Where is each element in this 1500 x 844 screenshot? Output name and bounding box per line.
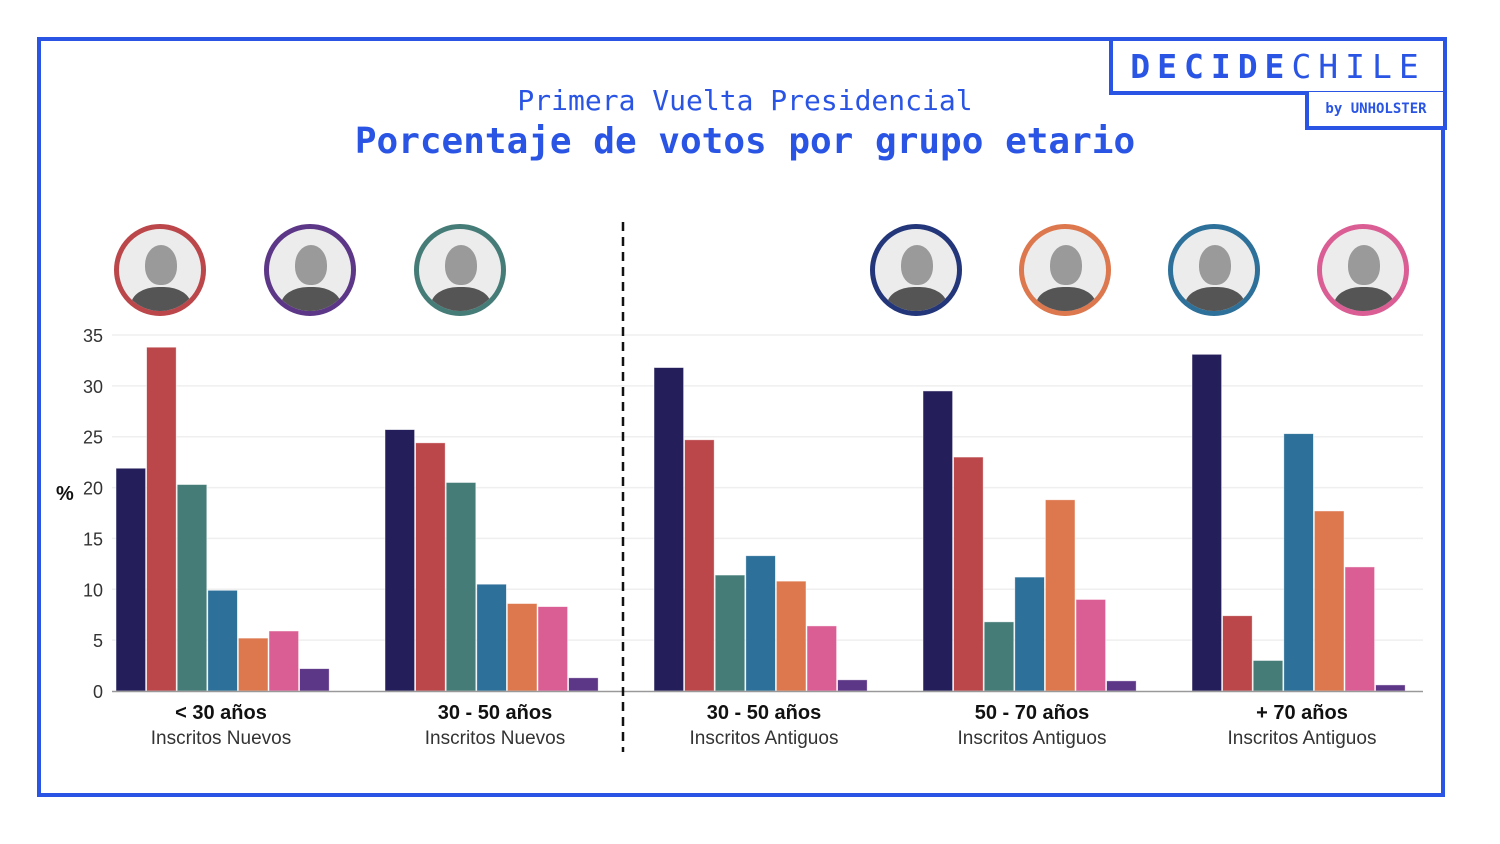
decidechile-logo: DECIDE CHILE [1109, 37, 1447, 95]
bar-pink [537, 606, 569, 692]
bar-pink [1344, 566, 1376, 692]
x-tick-sublabel: Inscritos Antiguos [689, 728, 839, 749]
bar-red [146, 346, 177, 692]
candidate-portrait [1168, 224, 1260, 316]
x-tick-label: < 30 años [175, 702, 267, 724]
bar-teal [176, 484, 208, 692]
bar-red [684, 439, 715, 692]
y-tick-label: 25 [83, 428, 103, 448]
bar-teal [983, 621, 1015, 692]
chart-subtitle: Primera Vuelta Presidencial [517, 84, 973, 117]
bar-red [415, 442, 446, 692]
bar-navy [653, 367, 685, 692]
bar-blue [745, 555, 776, 692]
bar-orange [506, 603, 538, 692]
bar-purple [299, 668, 330, 692]
bar-pink [806, 625, 838, 692]
chart-frame [37, 37, 1445, 797]
y-tick-label: 30 [83, 377, 103, 397]
y-tick-label: 20 [83, 479, 103, 499]
candidate-portrait [870, 224, 962, 316]
x-tick-label: 30 - 50 años [706, 702, 822, 724]
bar-blue [207, 589, 238, 692]
candidate-portrait [414, 224, 506, 316]
bar-purple [1375, 684, 1406, 692]
x-tick-sublabel: Inscritos Antiguos [957, 728, 1107, 749]
bar-navy [115, 467, 147, 692]
candidate-portrait [1317, 224, 1409, 316]
x-tick-sublabel: Inscritos Nuevos [150, 728, 292, 749]
bar-teal [714, 574, 746, 692]
bar-pink [268, 630, 300, 692]
y-tick-label: 0 [93, 682, 103, 702]
y-tick-label: 35 [83, 326, 103, 346]
bar-orange [237, 637, 269, 692]
bar-teal [1252, 660, 1284, 692]
bar-blue [1283, 433, 1314, 692]
candidate-portrait [264, 224, 356, 316]
chart-title: Porcentaje de votos por grupo etario [354, 121, 1136, 162]
bar-purple [1106, 680, 1137, 692]
candidate-portrait [114, 224, 206, 316]
y-axis-label: % [56, 483, 74, 505]
logo-sub: by UNHOLSTER [1305, 92, 1447, 130]
candidate-portrait [1019, 224, 1111, 316]
y-tick-label: 15 [83, 529, 103, 549]
bar-teal [445, 482, 477, 692]
bar-navy [1191, 353, 1223, 692]
x-tick-label: + 70 años [1256, 702, 1348, 724]
bar-pink [1075, 599, 1107, 692]
bar-blue [476, 583, 507, 692]
bar-orange [1314, 510, 1345, 692]
bar-orange [1045, 499, 1076, 692]
logo-light: CHILE [1291, 46, 1426, 86]
bar-blue [1014, 576, 1045, 692]
bar-navy [922, 390, 954, 692]
bar-purple [568, 677, 599, 692]
x-tick-label: 50 - 70 años [974, 702, 1090, 724]
bar-red [953, 456, 984, 692]
x-tick-sublabel: Inscritos Antiguos [1227, 728, 1377, 749]
x-tick-label: 30 - 50 años [437, 702, 553, 724]
y-tick-label: 10 [83, 580, 103, 600]
x-tick-sublabel: Inscritos Nuevos [424, 728, 566, 749]
bar-orange [776, 580, 807, 692]
bar-red [1222, 615, 1253, 692]
bar-navy [384, 429, 416, 692]
bar-purple [837, 679, 868, 692]
y-tick-label: 5 [93, 631, 103, 651]
logo-bold: DECIDE [1130, 46, 1292, 86]
